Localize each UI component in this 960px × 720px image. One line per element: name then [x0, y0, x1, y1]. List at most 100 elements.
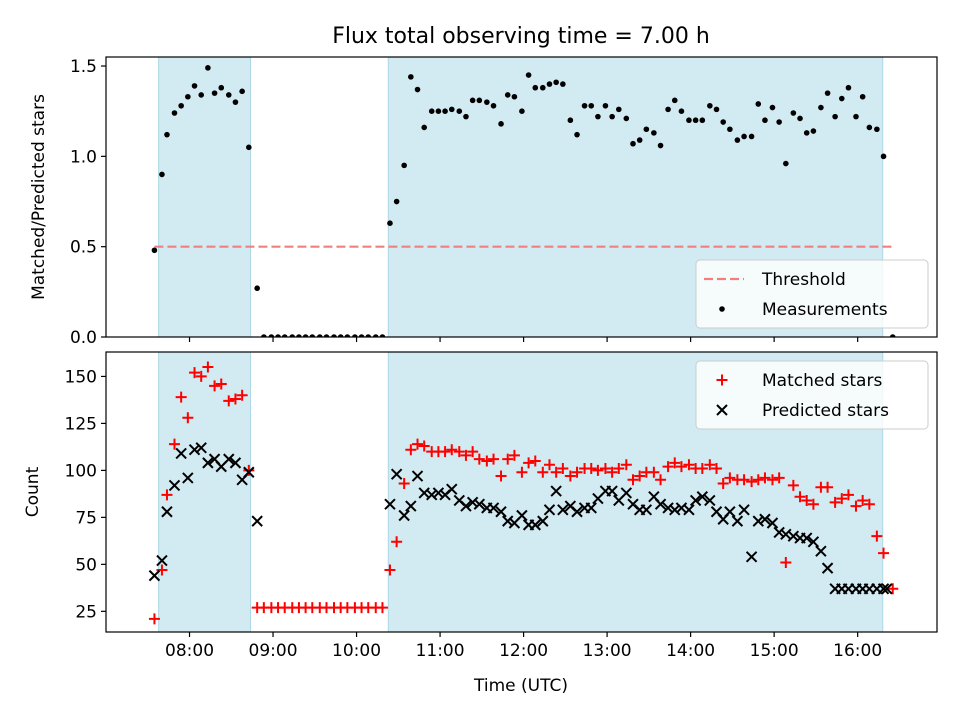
matched-star-point — [236, 389, 248, 401]
measurement-point — [239, 88, 245, 95]
predicted-star-point — [195, 442, 207, 454]
matched-star-point — [405, 444, 417, 456]
counts-y-tick-label: 150 — [65, 367, 97, 387]
measurement-point — [783, 160, 789, 167]
measurement-point — [254, 285, 260, 292]
measurement-point — [358, 334, 365, 337]
counts-y-tick-label: 75 — [75, 508, 97, 528]
predicted-star-point — [405, 500, 417, 512]
predicted-star-point — [640, 504, 653, 516]
matched-star-point — [599, 463, 611, 475]
measurement-point — [707, 102, 713, 109]
measurement-point — [268, 334, 275, 337]
measurement-point — [225, 92, 232, 98]
measurement-point — [623, 115, 630, 122]
matched-star-point — [168, 438, 180, 450]
measurement-point — [317, 334, 323, 337]
measurement-point — [435, 108, 442, 114]
matched-star-point — [161, 489, 173, 501]
measurement-point — [671, 97, 678, 104]
ratio-axes-frame — [105, 56, 938, 338]
predicted-star-point — [738, 504, 750, 516]
matched-star-point — [606, 466, 618, 478]
measurement-point — [198, 92, 205, 98]
ratio-shaded-interval — [158, 56, 251, 338]
predicted-star-point — [229, 457, 242, 469]
matched-star-point — [550, 466, 562, 478]
measurement-point — [699, 117, 706, 124]
measurement-point — [588, 102, 595, 109]
measurement-point — [372, 334, 379, 337]
predicted-star-point — [487, 502, 500, 514]
ratio-panel: 0.0 0.5 1.0 1.5 Threshold Measurements — [70, 56, 938, 348]
measurement-point — [630, 140, 636, 147]
measurement-point — [428, 108, 435, 114]
measurement-point — [546, 81, 553, 87]
ratio-legend-box — [695, 259, 929, 329]
matched-star-point — [634, 470, 646, 482]
matched-star-point — [453, 446, 465, 458]
predicted-star-point — [398, 509, 410, 522]
matched-star-point — [148, 613, 160, 625]
predicted-star-point — [182, 472, 194, 484]
measurement-point — [818, 104, 824, 111]
measurement-point — [595, 113, 601, 120]
x-tick-label: 16:00 — [833, 641, 882, 661]
matched-star-point — [592, 464, 604, 476]
predicted-star-point — [156, 554, 168, 567]
counts-shaded-interval — [158, 351, 251, 633]
predicted-star-point — [148, 569, 161, 582]
measurement-point — [164, 131, 170, 138]
predicted-star-point — [495, 506, 507, 518]
measurement-point — [309, 334, 316, 337]
matched-star-point — [842, 489, 854, 501]
measurement-point — [553, 79, 559, 86]
x-tick-label: 08:00 — [165, 641, 214, 661]
matched-star-point — [620, 459, 632, 471]
matched-star-point — [780, 556, 792, 568]
matched-star-point — [391, 536, 403, 548]
predicted-star-point — [689, 494, 702, 507]
measurement-point — [442, 108, 448, 114]
counts-y-tick-label: 50 — [75, 555, 97, 575]
matched-star-point — [446, 444, 458, 456]
matched-star-point — [376, 602, 388, 614]
matched-star-point — [182, 412, 194, 424]
matched-star-point — [662, 461, 674, 473]
matched-star-point — [439, 446, 451, 458]
matched-star-point — [156, 564, 168, 576]
measurement-point — [352, 334, 358, 337]
predicted-star-point — [446, 483, 458, 495]
matched-star-point — [481, 455, 493, 467]
counts-legend: Matched stars Predicted stars — [695, 360, 929, 430]
predicted-star-point — [787, 530, 800, 542]
measurement-point — [525, 72, 532, 78]
matched-star-point — [418, 440, 430, 452]
measurement-point — [414, 86, 421, 93]
x-tick-label: 11:00 — [416, 641, 465, 661]
counts-axes-frame — [105, 351, 938, 633]
measurement-point — [281, 334, 288, 337]
matched-star-point — [787, 479, 799, 491]
matched-star-point — [529, 455, 541, 467]
predicted-star-point — [696, 490, 709, 503]
predicted-star-point — [516, 509, 528, 522]
predicted-star-point — [251, 515, 263, 527]
plot-layer: 0.0 0.5 1.0 1.5 Threshold Measurements 25 50 75 1… — [65, 56, 938, 661]
matched-star-point — [704, 459, 716, 471]
predicted-star-point — [683, 504, 695, 516]
counts-y-tick-label: 25 — [75, 602, 97, 622]
matched-star-point — [229, 393, 241, 405]
predicted-star-point — [731, 515, 744, 527]
measurement-point — [859, 93, 866, 100]
predicted-star-point — [550, 485, 562, 497]
measurement-point — [866, 124, 873, 131]
matched-star-point — [738, 474, 750, 486]
legend-matched-swatch — [716, 374, 728, 386]
matched-star-point — [648, 466, 660, 478]
predicted-star-point — [557, 504, 569, 516]
measurement-point — [408, 74, 414, 80]
matched-star-point — [209, 380, 221, 392]
measurement-point — [874, 126, 880, 133]
measurement-point — [615, 106, 622, 113]
